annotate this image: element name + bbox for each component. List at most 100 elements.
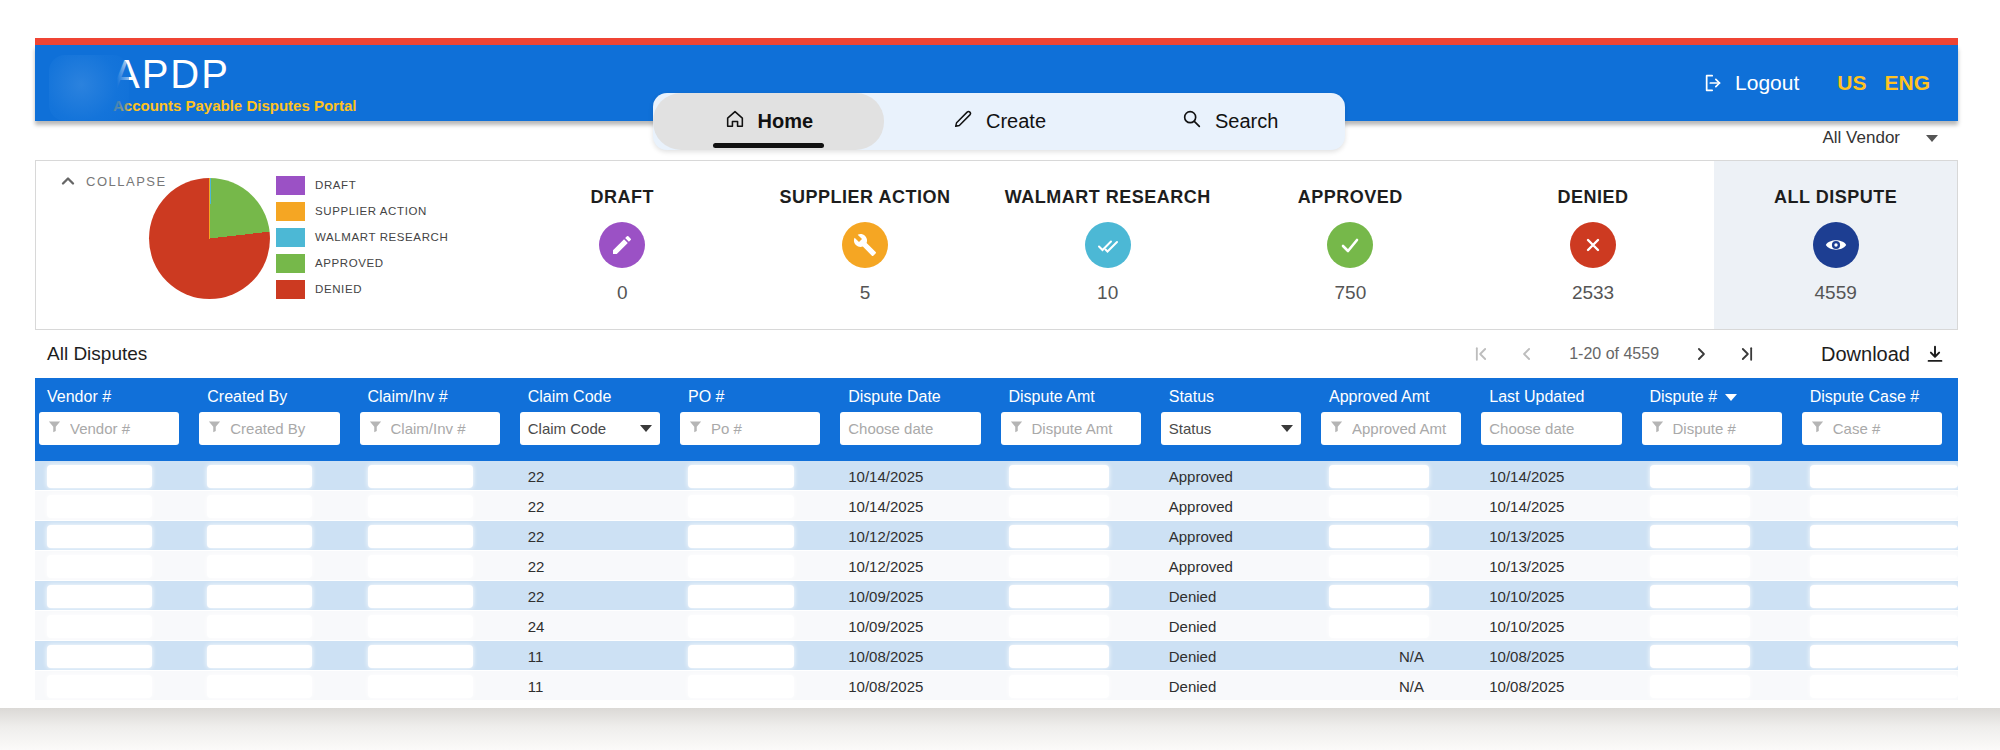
- filter-status-select[interactable]: Status: [1161, 412, 1301, 445]
- cell-approved_amt: N/A: [1317, 671, 1477, 701]
- redacted-value: [1650, 585, 1750, 608]
- redacted-value: [1009, 585, 1109, 608]
- redacted-value: [688, 525, 794, 548]
- table-row[interactable]: 2210/09/2025Denied10/10/2025: [35, 581, 1958, 611]
- search-icon: [1181, 108, 1203, 135]
- redacted-value: [207, 615, 312, 638]
- prev-page-button[interactable]: [1517, 344, 1537, 364]
- filter-vendor-input[interactable]: [70, 420, 171, 437]
- filter-case_num-filter[interactable]: [1802, 412, 1942, 445]
- download-button[interactable]: Download: [1821, 343, 1946, 366]
- filter-dispute_amt-input[interactable]: [1032, 420, 1133, 437]
- cell-vendor: [35, 671, 195, 701]
- redacted-value: [1650, 465, 1750, 488]
- redacted-value: [1650, 495, 1750, 518]
- filter-last_updated-date[interactable]: [1481, 412, 1621, 445]
- cell-status: Denied: [1157, 611, 1317, 641]
- vendor-dropdown[interactable]: All Vendor: [1823, 128, 1939, 148]
- card-label: WALMART RESEARCH: [1005, 187, 1211, 208]
- wrench-icon: [842, 222, 888, 268]
- cell-claim_inv: [356, 671, 516, 701]
- next-page-button[interactable]: [1691, 344, 1711, 364]
- status-card-denied[interactable]: DENIED2533: [1472, 161, 1715, 329]
- locale-language[interactable]: ENG: [1884, 71, 1930, 95]
- first-page-button[interactable]: [1471, 344, 1491, 364]
- filter-dispute_num-input[interactable]: [1673, 420, 1774, 437]
- tab-label: Home: [758, 110, 814, 133]
- column-header-dispute_num[interactable]: Dispute #: [1638, 378, 1798, 408]
- redacted-value: [368, 585, 473, 608]
- status-card-draft[interactable]: DRAFT0: [501, 161, 744, 329]
- card-count: 5: [860, 282, 871, 304]
- filter-approved_amt-input[interactable]: [1352, 420, 1453, 437]
- legend-item: WALMART RESEARCH: [276, 227, 448, 247]
- filter-claim_inv-input[interactable]: [391, 420, 492, 437]
- legend-swatch: [276, 254, 305, 273]
- table-row[interactable]: 1110/08/2025DeniedN/A10/08/2025: [35, 641, 1958, 671]
- table-row[interactable]: 2210/14/2025Approved10/14/2025: [35, 491, 1958, 521]
- logout-button[interactable]: Logout: [1703, 71, 1799, 95]
- tab-search[interactable]: Search: [1114, 93, 1345, 150]
- status-card-supplier-action[interactable]: SUPPLIER ACTION 5: [744, 161, 987, 329]
- cell-approved_amt: [1317, 551, 1477, 581]
- redacted-value: [368, 465, 473, 488]
- table-row[interactable]: 1110/08/2025DeniedN/A10/08/2025: [35, 671, 1958, 701]
- filter-dispute_date-input[interactable]: [848, 420, 972, 437]
- status-card-all-dispute[interactable]: ALL DISPUTE4559: [1714, 161, 1957, 329]
- x-icon: [1570, 222, 1616, 268]
- pencil-icon: [952, 108, 974, 135]
- status-cards: DRAFT0 SUPPLIER ACTION 5 WALMART RESEARCH10…: [501, 161, 1957, 329]
- chevron-down-icon: [640, 425, 652, 432]
- locale-country[interactable]: US: [1837, 71, 1866, 95]
- redacted-value: [47, 495, 152, 518]
- table-row[interactable]: 2210/12/2025Approved10/13/2025: [35, 551, 1958, 581]
- redacted-value: [1009, 525, 1109, 548]
- card-label: ALL DISPUTE: [1774, 187, 1897, 208]
- redacted-value: [1009, 615, 1109, 638]
- cell-dispute_amt: [997, 611, 1157, 641]
- filter-vendor-filter[interactable]: [39, 412, 179, 445]
- card-count: 750: [1335, 282, 1367, 304]
- card-label: SUPPLIER ACTION: [780, 187, 951, 208]
- cell-vendor: [35, 611, 195, 641]
- table-row[interactable]: 2210/14/2025Approved10/14/2025: [35, 461, 1958, 491]
- filter-created_by-filter[interactable]: [199, 412, 339, 445]
- filter-po-input[interactable]: [711, 420, 812, 437]
- cell-status: Approved: [1157, 551, 1317, 581]
- filter-dispute_num-filter[interactable]: [1642, 412, 1782, 445]
- cell-status: Approved: [1157, 461, 1317, 491]
- legend-swatch: [276, 228, 305, 247]
- column-filters-row: Claim Code Status: [35, 408, 1958, 445]
- filter-approved_amt-filter[interactable]: [1321, 412, 1461, 445]
- table-row[interactable]: 2210/12/2025Approved10/13/2025: [35, 521, 1958, 551]
- filter-dispute_date-date[interactable]: [840, 412, 980, 445]
- cell-status: Approved: [1157, 521, 1317, 551]
- redacted-value: [207, 585, 312, 608]
- column-header-dispute_amt: Dispute Amt: [997, 378, 1157, 408]
- prev-page-icon: [1517, 344, 1537, 364]
- filter-claim_code-select[interactable]: Claim Code: [520, 412, 660, 445]
- sort-desc-icon: [1725, 394, 1737, 401]
- filter-case_num-input[interactable]: [1833, 420, 1934, 437]
- pagination-range: 1-20 of 4559: [1569, 345, 1659, 363]
- column-header-vendor: Vendor #: [35, 378, 195, 408]
- filter-claim_inv-filter[interactable]: [360, 412, 500, 445]
- cell-created_by: [195, 521, 355, 551]
- cell-dispute_amt: [997, 551, 1157, 581]
- column-header-approved_amt: Approved Amt: [1317, 378, 1477, 408]
- cell-dispute_num: [1638, 521, 1798, 551]
- redacted-value: [1650, 525, 1750, 548]
- filter-dispute_amt-filter[interactable]: [1001, 412, 1141, 445]
- cell-vendor: [35, 551, 195, 581]
- tab-create[interactable]: Create: [884, 93, 1115, 150]
- status-card-walmart-research[interactable]: WALMART RESEARCH10: [986, 161, 1229, 329]
- table-row[interactable]: 2410/09/2025Denied10/10/2025: [35, 611, 1958, 641]
- last-page-button[interactable]: [1737, 344, 1757, 364]
- status-card-approved[interactable]: APPROVED750: [1229, 161, 1472, 329]
- legend-item: SUPPLIER ACTION: [276, 201, 448, 221]
- filter-po-filter[interactable]: [680, 412, 820, 445]
- tab-home[interactable]: Home: [653, 93, 884, 150]
- filter-created_by-input[interactable]: [230, 420, 331, 437]
- filter-last_updated-input[interactable]: [1489, 420, 1613, 437]
- collapse-toggle[interactable]: COLLAPSE: [58, 171, 167, 191]
